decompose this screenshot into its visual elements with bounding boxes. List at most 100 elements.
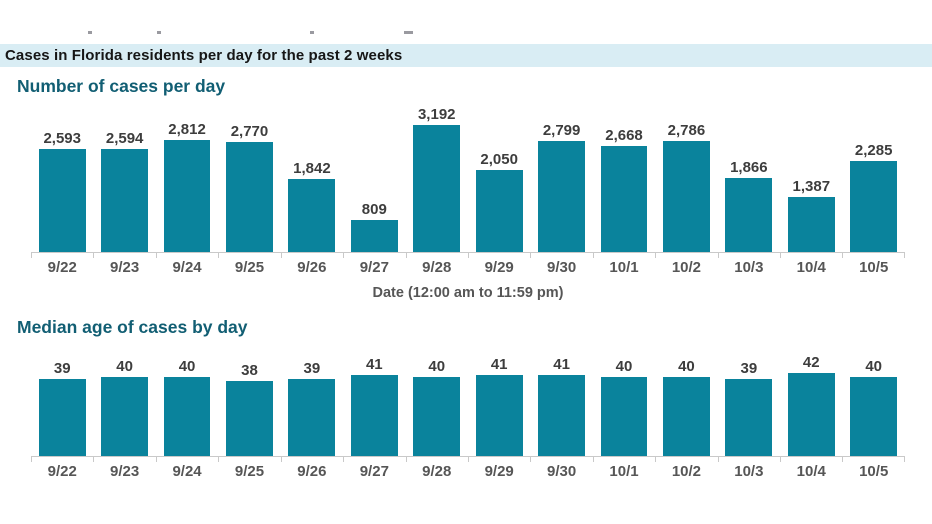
- bar-column: 40: [156, 358, 218, 456]
- bar-value-label: 2,593: [43, 129, 81, 147]
- x-tick-label: 9/23: [93, 457, 155, 484]
- bar-column: 1,866: [718, 159, 780, 252]
- cropped-text-fragment: [157, 31, 161, 34]
- x-tick-label: 10/4: [780, 253, 842, 280]
- cropped-top-strip: [0, 0, 932, 44]
- x-tick-label: 9/29: [467, 457, 530, 484]
- bar[interactable]: [600, 145, 648, 252]
- bar[interactable]: [350, 219, 398, 252]
- x-tick-label: 9/22: [31, 457, 93, 484]
- bar[interactable]: [226, 141, 273, 252]
- x-tick-label: 10/2: [655, 253, 717, 280]
- chart-title-cases: Number of cases per day: [17, 76, 226, 96]
- bar[interactable]: [413, 125, 461, 252]
- bar[interactable]: [38, 378, 86, 456]
- bar[interactable]: [163, 140, 211, 252]
- bar[interactable]: [538, 375, 585, 456]
- bar-column: 39: [281, 360, 343, 456]
- x-axis-title: Date (12:00 am to 11:59 pm): [372, 285, 564, 301]
- x-tick-label: 9/27: [343, 457, 405, 484]
- dashboard-title-banner: Cases in Florida residents per day for t…: [0, 44, 932, 67]
- bar[interactable]: [663, 141, 710, 252]
- bar-value-label: 40: [116, 358, 133, 375]
- bar-value-label: 41: [553, 356, 570, 373]
- bar-column: 2,594: [93, 130, 155, 252]
- bar[interactable]: [475, 170, 523, 252]
- cases-x-axis: 9/22 9/23 9/24 9/25 9/26 9/27 9/28 9/29 9/30 10/1…: [31, 252, 905, 280]
- bar-column: 2,285: [842, 142, 904, 252]
- x-tick-label: 9/28: [405, 457, 468, 484]
- bar[interactable]: [850, 377, 898, 456]
- x-tick-label: 9/26: [280, 457, 343, 484]
- bar-value-label: 1,842: [293, 159, 331, 177]
- bar[interactable]: [475, 375, 523, 456]
- x-tick-label: 9/25: [218, 253, 280, 280]
- bar-column: 2,668: [593, 127, 655, 252]
- bar[interactable]: [38, 148, 86, 252]
- x-tick-label: 9/29: [467, 253, 530, 280]
- bar-value-label: 2,594: [105, 129, 144, 147]
- bar[interactable]: [850, 161, 898, 252]
- bar[interactable]: [725, 177, 773, 252]
- bar[interactable]: [101, 377, 149, 456]
- bar-column: 2,770: [218, 123, 280, 252]
- x-tick-label: 10/1: [592, 457, 655, 484]
- bar-value-label: 2,050: [480, 151, 518, 169]
- bar-column: 40: [655, 358, 717, 456]
- bar-column: 39: [31, 360, 93, 456]
- bar-column: 41: [343, 356, 405, 456]
- bar[interactable]: [787, 196, 835, 252]
- bar-column: 2,050: [468, 151, 530, 252]
- cases-bars-plot: 2,593 2,594 2,812 2,770 1,842 809 3,192 2,050 2,…: [31, 106, 905, 252]
- bar[interactable]: [101, 148, 149, 252]
- bar[interactable]: [288, 378, 336, 456]
- bar[interactable]: [163, 377, 211, 456]
- median-age-chart: 39 40 40 38 39 41 40 41 41 40 40 39 42 40 9/22 9/23 9/2…: [31, 354, 905, 484]
- bar-value-label: 39: [303, 359, 321, 377]
- bar-column: 2,593: [31, 130, 93, 252]
- bar-column: 40: [593, 358, 655, 456]
- bar[interactable]: [288, 178, 336, 252]
- bar-value-label: 40: [678, 358, 695, 375]
- bar-value-label: 2,786: [667, 122, 706, 140]
- bar-value-label: 1,866: [730, 158, 768, 176]
- bar-value-label: 3,192: [417, 106, 456, 123]
- cases-chart: 2,593 2,594 2,812 2,770 1,842 809 3,192 2,050 2,…: [31, 106, 905, 301]
- bar-column: 38: [218, 362, 280, 456]
- bar-column: 41: [468, 356, 530, 456]
- x-tick-label: 10/4: [780, 457, 842, 484]
- median-age-chart-section: Median age of cases by day 39 40 40 38 39 41 4…: [0, 317, 932, 484]
- bar-value-label: 40: [178, 358, 196, 375]
- dashboard-title: Cases in Florida residents per day for t…: [5, 47, 403, 64]
- bar-column: 1,387: [780, 178, 842, 252]
- bar[interactable]: [663, 377, 710, 456]
- bar-value-label: 39: [53, 359, 71, 377]
- bar[interactable]: [600, 377, 648, 456]
- bar[interactable]: [413, 377, 461, 456]
- bar-column: 40: [842, 358, 904, 456]
- chart-title-median-age: Median age of cases by day: [17, 317, 248, 337]
- x-tick-label: 9/27: [343, 253, 405, 280]
- bar-column: 3,192: [406, 106, 468, 252]
- bar-column: 1,842: [281, 160, 343, 252]
- bar-value-label: 40: [865, 358, 883, 375]
- bar[interactable]: [725, 378, 773, 456]
- bar-column: 2,812: [156, 121, 218, 252]
- bar-value-label: 2,770: [230, 122, 269, 140]
- bar-value-label: 40: [615, 358, 633, 375]
- bar[interactable]: [226, 380, 273, 456]
- bar[interactable]: [787, 373, 835, 456]
- cropped-text-fragment: [404, 31, 413, 34]
- x-tick-label: 9/25: [218, 457, 280, 484]
- x-tick-label: 9/30: [530, 457, 592, 484]
- bar[interactable]: [538, 140, 585, 252]
- bar-column: 39: [718, 360, 780, 456]
- bar-value-label: 40: [428, 358, 446, 375]
- x-tick-label: 9/30: [530, 253, 592, 280]
- bar-value-label: 809: [361, 200, 387, 218]
- bar-column: 809: [343, 201, 405, 252]
- x-tick-label: 9/22: [31, 253, 93, 280]
- bar[interactable]: [350, 375, 398, 456]
- bar-value-label: 41: [490, 356, 508, 373]
- x-tick-label: 10/3: [717, 457, 780, 484]
